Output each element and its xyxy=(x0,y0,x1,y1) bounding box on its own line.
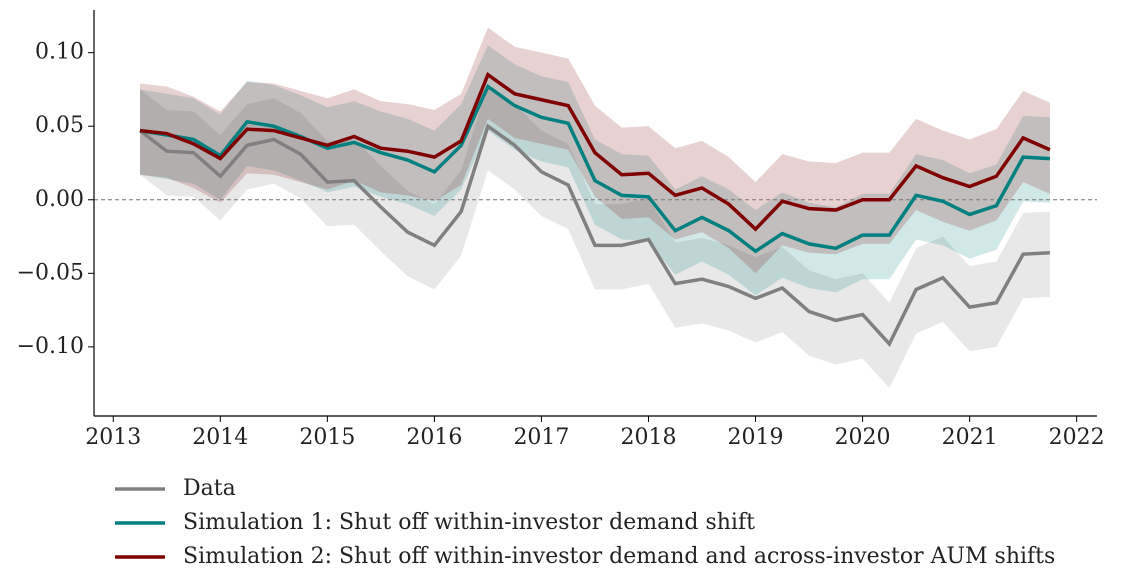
confidence-band xyxy=(140,85,1050,389)
legend-label: Data xyxy=(183,476,236,501)
y-tick-label: 0.05 xyxy=(35,113,84,138)
confidence-band xyxy=(140,45,1050,296)
x-tick-label: 2020 xyxy=(835,425,891,450)
y-tick-label: 0.10 xyxy=(35,40,84,65)
x-tick-label: 2013 xyxy=(85,425,141,450)
x-tick-label: 2014 xyxy=(192,425,248,450)
legend-label: Simulation 2: Shut off within-investor d… xyxy=(183,544,1055,569)
legend-label: Simulation 1: Shut off within-investor d… xyxy=(183,510,755,535)
x-tick-label: 2022 xyxy=(1049,425,1105,450)
series-line xyxy=(139,83,1050,254)
y-tick-label: 0.00 xyxy=(35,187,84,212)
y-tick-label: −0.05 xyxy=(17,260,84,285)
series-line xyxy=(138,123,1050,347)
x-tick-label: 2019 xyxy=(728,425,784,450)
x-tick-label: 2015 xyxy=(299,425,355,450)
y-tick-label: −0.10 xyxy=(17,334,84,359)
x-tick-label: 2018 xyxy=(620,425,676,450)
x-tick-label: 2021 xyxy=(942,425,998,450)
series-line xyxy=(139,72,1051,232)
x-tick-label: 2017 xyxy=(513,425,569,450)
x-tick-label: 2016 xyxy=(406,425,462,450)
